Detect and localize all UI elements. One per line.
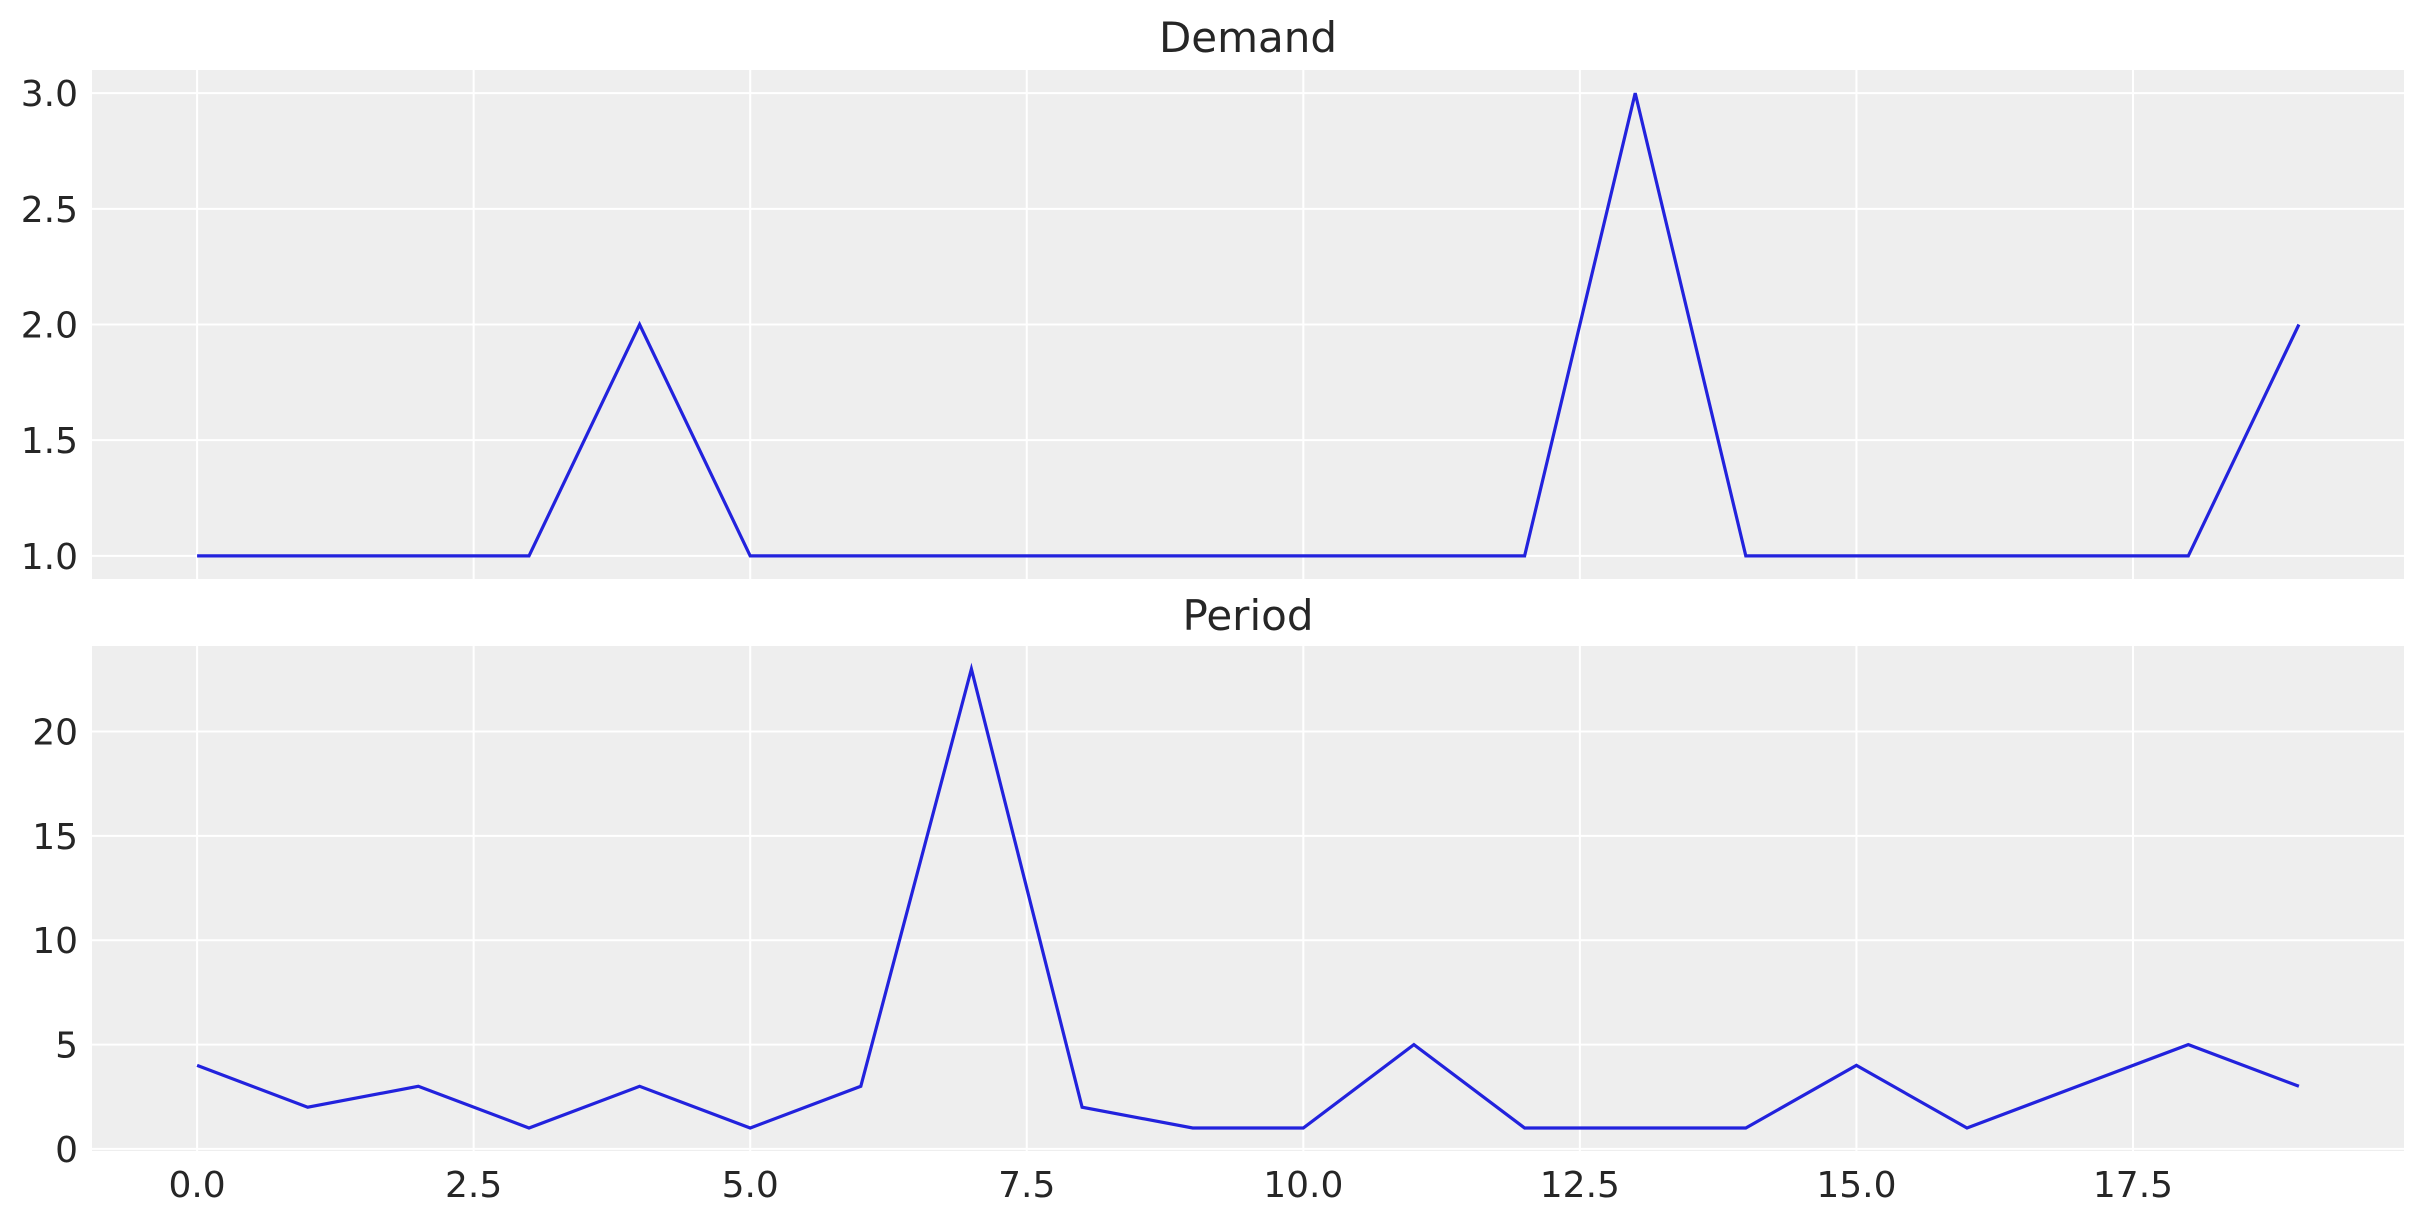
period-plot-area [92,646,2404,1151]
period-x-tick-label: 5.0 [722,1165,779,1206]
period-y-tick-label: 10 [32,921,78,962]
period-x-tick-label: 0.0 [168,1165,225,1206]
period-y-tick-label: 15 [32,817,78,858]
period-panel: Period 0 5 10 15 20 0.0 2.5 5.0 7.5 10.0 12.5 15.0 1… [32,591,2404,1206]
demand-series-line [197,92,2301,558]
demand-y-tick-label: 1.5 [21,421,78,462]
period-x-tick-label: 15.0 [1816,1165,1896,1206]
period-x-tick-label: 2.5 [445,1165,502,1206]
period-x-tick-label: 17.5 [2093,1165,2173,1206]
period-y-tick-label: 0 [55,1130,78,1171]
period-x-tick-label: 7.5 [998,1165,1055,1206]
period-x-tick-label: 10.0 [1263,1165,1343,1206]
demand-y-tick-label: 2.0 [21,306,78,347]
demand-y-tick-label: 2.5 [21,190,78,231]
period-x-tick-label: 12.5 [1540,1165,1620,1206]
period-title: Period [1183,591,1314,640]
period-y-tick-label: 5 [55,1026,78,1067]
demand-y-tick-label: 1.0 [21,537,78,578]
demand-y-tick-label: 3.0 [21,74,78,115]
demand-panel: Demand 1.0 1.5 2.0 2.5 3.0 [21,13,2404,579]
period-y-tick-label: 20 [32,713,78,754]
period-series-line [196,662,2300,1130]
demand-title: Demand [1159,13,1337,62]
